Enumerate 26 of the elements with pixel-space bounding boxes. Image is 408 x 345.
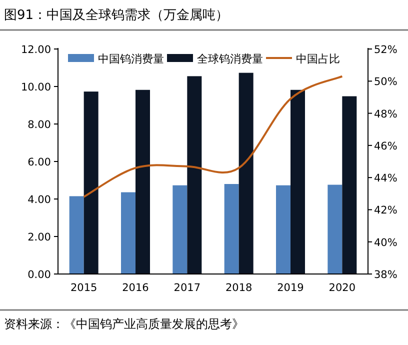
- y-tick-label: 0.00: [28, 269, 51, 281]
- y2-tick-label: 46%: [374, 140, 398, 152]
- legend-label: 全球钨消费量: [197, 52, 263, 66]
- x-tick-label: 2016: [122, 282, 150, 294]
- y-tick-label: 10.00: [20, 82, 51, 94]
- x-tick-label: 2015: [70, 282, 98, 294]
- y2-tick-label: 50%: [374, 76, 398, 88]
- y2-tick-label: 48%: [374, 108, 398, 120]
- x-tick-label: 2019: [277, 282, 304, 294]
- y-tick-label: 12.00: [20, 44, 51, 56]
- y-tick-label: 8.00: [28, 119, 51, 131]
- x-tick-label: 2017: [174, 282, 201, 294]
- x-tick-label: 2020: [328, 282, 356, 294]
- y2-tick-label: 38%: [374, 269, 398, 281]
- title: 图91：中国及全球钨需求（万金属吨）: [4, 8, 229, 23]
- y2-tick-label: 40%: [374, 236, 398, 249]
- y2-tick-label: 42%: [374, 204, 398, 217]
- y-tick-label: 6.00: [28, 156, 51, 168]
- y-tick-label: 4.00: [28, 194, 51, 206]
- text: 资料来源：《中国钨产业高质量发展的思考》: [4, 317, 244, 331]
- x-tick-label: 2018: [225, 282, 252, 294]
- y-tick-label: 2.00: [28, 232, 51, 244]
- legend-label: 中国占比: [296, 52, 340, 66]
- legend-label: 中国钨消费量: [98, 52, 164, 66]
- y2-tick-label: 44%: [374, 172, 398, 185]
- y2-tick-label: 52%: [374, 44, 398, 56]
